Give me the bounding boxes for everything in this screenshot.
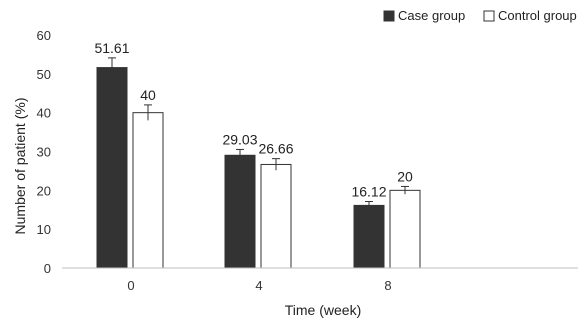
error-bar [144, 104, 152, 121]
y-tick-label: 20 [37, 183, 51, 198]
bar-case-group [224, 154, 256, 269]
x-tick-label: 8 [384, 278, 391, 293]
legend-swatch-control-group [483, 10, 495, 22]
bar-case-group [96, 67, 128, 269]
bar-control-group [260, 163, 292, 269]
data-label: 29.03 [222, 131, 257, 147]
bar-control-group [132, 112, 164, 269]
error-bar [108, 57, 116, 78]
y-axis-ticks: 0 10 20 30 40 50 60 [37, 28, 51, 276]
error-bar [401, 185, 409, 195]
y-tick-label: 60 [37, 28, 51, 43]
legend: Case group Control group [383, 8, 577, 23]
x-tick-label: 0 [127, 278, 134, 293]
data-label: 20 [397, 168, 413, 184]
bar-control-group [389, 189, 421, 269]
legend-label-control-group: Control group [498, 8, 577, 23]
data-label: 51.61 [94, 40, 129, 56]
error-bar [365, 201, 373, 210]
error-bar [236, 148, 244, 162]
error-bar [272, 158, 280, 171]
data-label: 16.12 [351, 184, 386, 200]
legend-swatch-case-group [383, 10, 395, 22]
bar-case-group [353, 204, 385, 269]
legend-label-case-group: Case group [398, 8, 465, 23]
y-tick-label: 10 [37, 222, 51, 237]
y-tick-label: 50 [37, 67, 51, 82]
x-tick-label: 4 [255, 278, 262, 293]
x-axis-ticks: 0 4 8 [127, 278, 391, 293]
x-axis-title: Time (week) [285, 302, 362, 318]
data-label: 26.66 [258, 141, 293, 157]
y-tick-label: 30 [37, 145, 51, 160]
y-tick-label: 0 [44, 261, 51, 276]
bars: 51.61 29.03 16.12 40 26.66 20 [94, 40, 421, 269]
y-tick-label: 40 [37, 106, 51, 121]
y-axis-title: Number of patient (%) [12, 98, 28, 235]
data-label: 40 [140, 87, 156, 103]
